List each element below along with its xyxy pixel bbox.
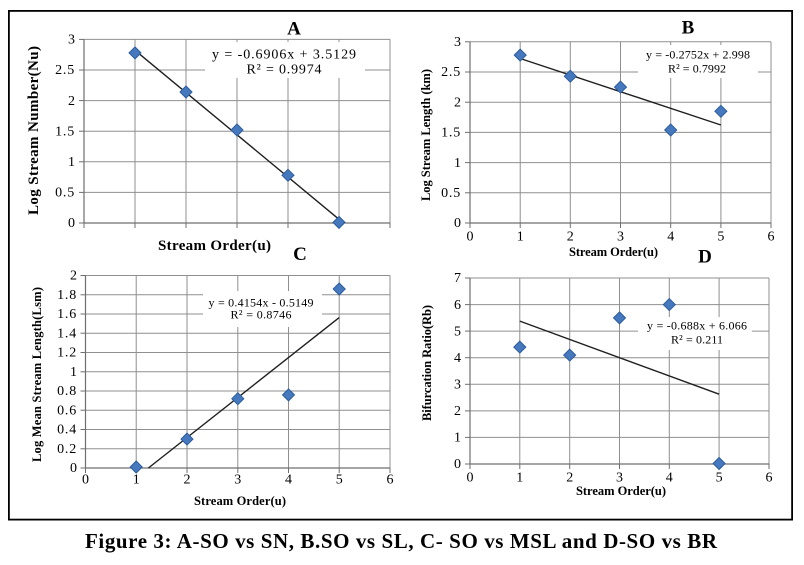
svg-text:5: 5 [716, 471, 723, 486]
svg-text:1: 1 [68, 155, 75, 170]
svg-text:Log Stream Number(Nu): Log Stream Number(Nu) [26, 46, 42, 215]
svg-text:Log Stream Length (km): Log Stream Length (km) [419, 69, 433, 201]
svg-text:6: 6 [766, 471, 773, 486]
svg-text:5: 5 [336, 473, 343, 488]
svg-text:5: 5 [717, 230, 724, 245]
svg-text:1.2: 1.2 [57, 346, 77, 361]
svg-text:1.5: 1.5 [55, 124, 75, 139]
svg-text:4: 4 [285, 473, 292, 488]
svg-text:3: 3 [234, 473, 241, 488]
svg-text:2: 2 [68, 94, 75, 109]
svg-text:1.6: 1.6 [57, 307, 77, 322]
svg-text:4: 4 [667, 230, 674, 245]
svg-text:Bifurcation Ratio(Rb): Bifurcation Ratio(Rb) [420, 305, 434, 421]
svg-text:Log Mean Stream Length(Lsm): Log Mean Stream Length(Lsm) [30, 287, 44, 462]
svg-text:A: A [287, 19, 301, 40]
svg-text:5: 5 [454, 324, 461, 339]
svg-text:Stream Order(u): Stream Order(u) [576, 484, 666, 498]
svg-text:R² = 0.211: R² = 0.211 [671, 333, 723, 347]
svg-text:6: 6 [387, 473, 394, 488]
svg-text:y = -0.6906x + 3.5129: y = -0.6906x + 3.5129 [212, 48, 356, 63]
svg-text:0: 0 [467, 471, 474, 486]
svg-text:1: 1 [454, 431, 461, 446]
svg-text:Stream Order(u): Stream Order(u) [194, 494, 286, 508]
svg-text:1: 1 [133, 473, 140, 488]
svg-text:3: 3 [68, 33, 75, 48]
svg-text:2: 2 [454, 95, 461, 110]
svg-text:1: 1 [70, 365, 77, 380]
svg-text:0.5: 0.5 [55, 186, 75, 201]
svg-text:0: 0 [70, 461, 77, 476]
svg-text:2: 2 [567, 230, 574, 245]
svg-text:3: 3 [617, 230, 624, 245]
svg-text:4: 4 [666, 471, 673, 486]
svg-text:2: 2 [184, 473, 191, 488]
svg-text:y = -0.2752x + 2.998: y = -0.2752x + 2.998 [646, 47, 750, 61]
svg-text:2.5: 2.5 [441, 65, 461, 80]
svg-text:R² = 0.8746: R² = 0.8746 [231, 308, 292, 322]
svg-text:0.5: 0.5 [441, 186, 461, 201]
svg-text:0.6: 0.6 [57, 403, 77, 418]
svg-text:B: B [682, 18, 695, 39]
svg-text:R² = 0.9974: R² = 0.9974 [247, 63, 322, 78]
svg-text:Stream Order(u): Stream Order(u) [158, 238, 271, 254]
svg-text:0: 0 [454, 216, 461, 231]
svg-text:0.8: 0.8 [57, 384, 77, 399]
svg-text:4: 4 [454, 351, 461, 366]
svg-text:1: 1 [454, 156, 461, 171]
svg-text:1: 1 [517, 230, 524, 245]
svg-text:3: 3 [616, 471, 623, 486]
svg-text:2.5: 2.5 [55, 63, 75, 78]
svg-text:0: 0 [82, 473, 89, 488]
svg-text:1.5: 1.5 [441, 126, 461, 141]
svg-text:3: 3 [454, 378, 461, 393]
svg-text:0: 0 [454, 457, 461, 472]
svg-text:6: 6 [768, 230, 775, 245]
svg-text:6: 6 [454, 298, 461, 313]
svg-text:0.2: 0.2 [57, 442, 77, 457]
svg-text:y = -0.688x + 6.066: y = -0.688x + 6.066 [647, 318, 747, 332]
svg-text:R² = 0.7992: R² = 0.7992 [668, 62, 726, 76]
svg-text:0.4: 0.4 [57, 423, 77, 438]
svg-text:7: 7 [454, 271, 461, 286]
svg-text:0: 0 [467, 230, 474, 245]
svg-text:y = 0.4154x - 0.5149: y = 0.4154x - 0.5149 [209, 295, 314, 309]
svg-text:1.4: 1.4 [57, 326, 77, 341]
svg-text:1: 1 [516, 471, 523, 486]
svg-text:Figure 3: A-SO vs SN, B.SO vs: Figure 3: A-SO vs SN, B.SO vs SL, C- SO … [85, 529, 718, 553]
svg-text:2: 2 [70, 269, 77, 284]
svg-text:2: 2 [566, 471, 573, 486]
svg-text:3: 3 [454, 35, 461, 50]
svg-text:2: 2 [454, 404, 461, 419]
svg-text:Stream Order(u): Stream Order(u) [569, 245, 658, 259]
svg-text:0: 0 [68, 216, 75, 231]
svg-text:D: D [698, 247, 712, 268]
svg-text:C: C [293, 244, 307, 265]
svg-text:1.8: 1.8 [57, 288, 77, 303]
